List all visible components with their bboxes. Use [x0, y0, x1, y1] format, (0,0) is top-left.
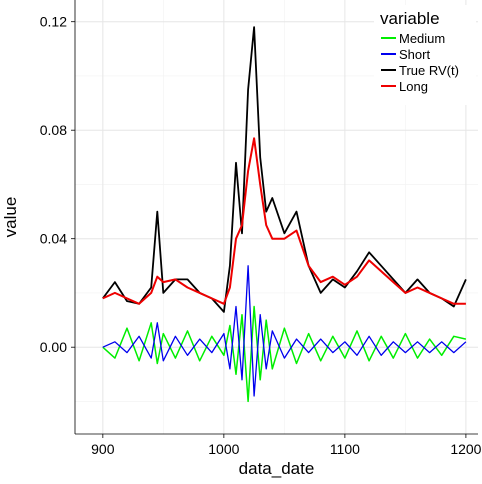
y-axis-title: value — [1, 197, 20, 238]
legend-title: variable — [380, 9, 440, 28]
x-tick-label: 1000 — [208, 441, 239, 457]
x-axis-title: data_date — [239, 459, 315, 478]
legend-label: Medium — [399, 31, 445, 46]
series-lines — [102, 26, 467, 403]
series-line-true-rv-t — [102, 26, 467, 313]
y-tick-label: 0.04 — [40, 231, 67, 247]
legend-label: Short — [399, 47, 430, 62]
legend-label: True RV(t) — [399, 63, 459, 78]
series-line-short — [102, 265, 467, 397]
y-tick-label: 0.12 — [40, 14, 67, 30]
y-tick-label: 0.08 — [40, 122, 67, 138]
series-line-long — [102, 137, 466, 305]
axes — [74, 0, 478, 435]
x-tick-label: 1200 — [450, 441, 481, 457]
y-tick-label: 0.00 — [40, 339, 67, 355]
axis-ticks: 900 1000 1100 1200 0.00 0.04 0.08 0.12 — [40, 14, 482, 457]
series-line-medium — [102, 305, 467, 403]
x-tick-label: 1100 — [330, 441, 360, 457]
x-tick-label: 900 — [91, 441, 115, 457]
legend-label: Long — [399, 79, 428, 94]
